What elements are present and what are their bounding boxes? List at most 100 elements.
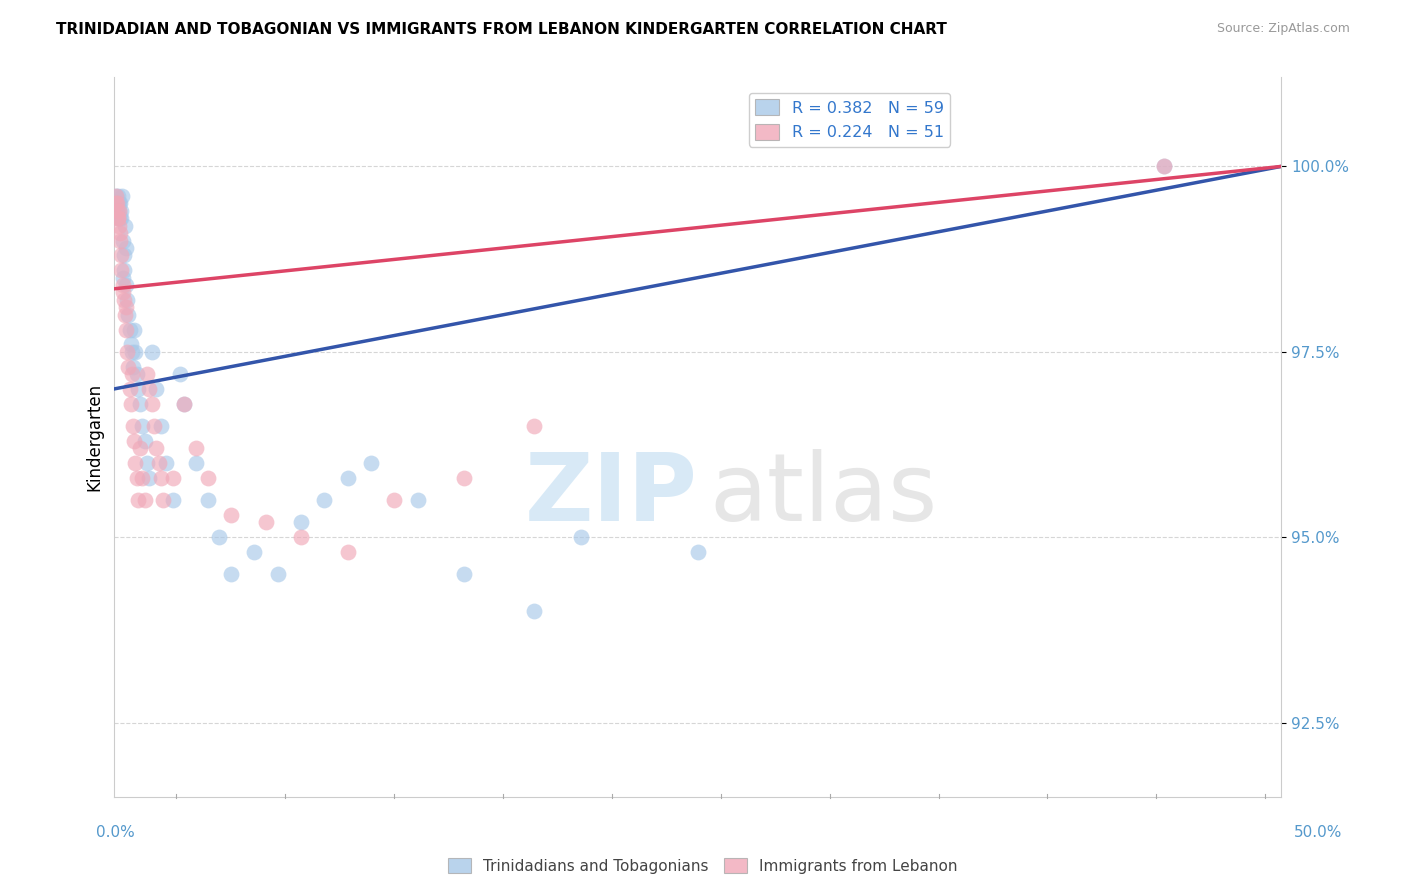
Point [112, 248, 135, 262]
Point [107, 211, 129, 226]
Point [136, 456, 159, 470]
Text: 0.0%: 0.0% [96, 825, 135, 840]
Point [114, 219, 136, 233]
Point [105, 189, 128, 203]
Point [145, 382, 167, 396]
Point [112, 293, 135, 307]
Point [121, 344, 143, 359]
Point [169, 367, 191, 381]
Point [107, 211, 129, 226]
Point [124, 344, 146, 359]
Point [105, 196, 128, 211]
Point [124, 456, 146, 470]
Point [107, 196, 129, 211]
Point [134, 493, 156, 508]
Point [336, 545, 359, 559]
Point [111, 270, 134, 285]
Point [197, 493, 219, 508]
Point [406, 493, 429, 508]
Point [111, 189, 134, 203]
Point [121, 367, 143, 381]
Point [105, 203, 128, 218]
Point [336, 471, 359, 485]
Point [122, 359, 145, 374]
Point [120, 337, 142, 351]
Point [107, 203, 129, 218]
Point [112, 285, 135, 300]
Point [110, 203, 132, 218]
Point [107, 189, 129, 203]
Point [125, 471, 148, 485]
Point [173, 397, 195, 411]
Point [115, 322, 138, 336]
Point [453, 567, 475, 582]
Point [145, 441, 167, 455]
Point [219, 508, 242, 522]
Point [118, 382, 141, 396]
Point [122, 322, 145, 336]
Point [453, 471, 475, 485]
Point [150, 471, 173, 485]
Point [523, 419, 546, 434]
Point [122, 419, 145, 434]
Point [127, 493, 149, 508]
Point [138, 471, 160, 485]
Point [105, 189, 128, 203]
Point [127, 382, 149, 396]
Point [384, 493, 406, 508]
Point [162, 493, 184, 508]
Point [360, 456, 382, 470]
Point [120, 397, 142, 411]
Point [150, 419, 173, 434]
Point [184, 441, 207, 455]
Point [141, 397, 163, 411]
Point [1153, 160, 1175, 174]
Y-axis label: Kindergarten: Kindergarten [86, 383, 103, 491]
Point [110, 248, 132, 262]
Point [686, 545, 709, 559]
Point [267, 567, 290, 582]
Point [129, 397, 152, 411]
Point [197, 471, 219, 485]
Text: 50.0%: 50.0% [1295, 825, 1343, 840]
Point [219, 567, 242, 582]
Legend: Trinidadians and Tobagonians, Immigrants from Lebanon: Trinidadians and Tobagonians, Immigrants… [441, 852, 965, 880]
Point [114, 308, 136, 322]
Point [141, 344, 163, 359]
Point [314, 493, 336, 508]
Text: atlas: atlas [710, 449, 938, 541]
Point [173, 397, 195, 411]
Point [143, 419, 166, 434]
Point [1153, 160, 1175, 174]
Point [523, 604, 546, 618]
Point [117, 344, 139, 359]
Point [254, 516, 277, 530]
Point [243, 545, 266, 559]
Point [110, 196, 132, 211]
Point [152, 493, 174, 508]
Point [110, 234, 132, 248]
Point [125, 367, 148, 381]
Point [134, 434, 156, 448]
Point [114, 278, 136, 293]
Point [117, 308, 139, 322]
Point [122, 434, 145, 448]
Point [290, 516, 312, 530]
Point [114, 301, 136, 315]
Point [107, 219, 129, 233]
Point [104, 196, 127, 211]
Point [136, 367, 159, 381]
Point [107, 211, 129, 226]
Point [184, 456, 207, 470]
Point [129, 441, 152, 455]
Point [138, 382, 160, 396]
Point [110, 211, 132, 226]
Point [112, 263, 135, 277]
Point [108, 226, 131, 240]
Point [117, 359, 139, 374]
Point [105, 203, 128, 218]
Point [131, 419, 153, 434]
Legend: R = 0.382   N = 59, R = 0.224   N = 51: R = 0.382 N = 59, R = 0.224 N = 51 [748, 93, 950, 146]
Text: Source: ZipAtlas.com: Source: ZipAtlas.com [1216, 22, 1350, 36]
Point [108, 196, 131, 211]
